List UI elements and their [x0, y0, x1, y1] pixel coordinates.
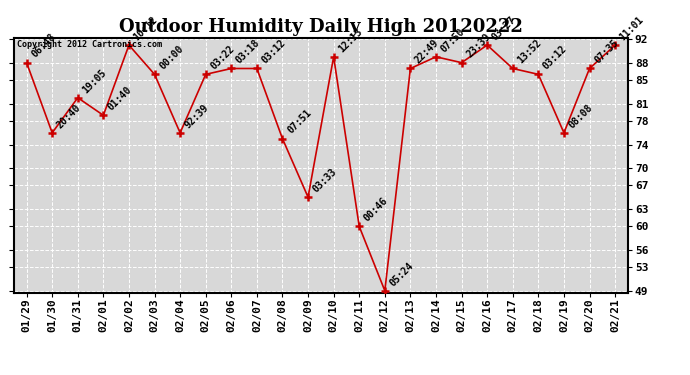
Text: 03:22: 03:22 [208, 44, 237, 72]
Text: 12:13: 12:13 [337, 26, 364, 54]
Text: 03:27: 03:27 [490, 15, 518, 42]
Text: 23:39: 23:39 [464, 32, 492, 60]
Text: 03:18: 03:18 [234, 38, 262, 66]
Text: 08:08: 08:08 [566, 102, 595, 130]
Text: 03:12: 03:12 [541, 44, 569, 72]
Text: 92:39: 92:39 [183, 102, 210, 130]
Text: 03:33: 03:33 [310, 166, 339, 194]
Text: 19:05: 19:05 [81, 67, 108, 95]
Text: 00:00: 00:00 [157, 44, 185, 72]
Text: 07:51: 07:51 [285, 108, 313, 136]
Text: 13:52: 13:52 [515, 38, 544, 66]
Text: 07:50: 07:50 [439, 26, 466, 54]
Text: 10:12: 10:12 [132, 15, 159, 42]
Text: 20:40: 20:40 [55, 102, 83, 130]
Text: 05:24: 05:24 [388, 260, 415, 288]
Text: 00:46: 00:46 [362, 196, 390, 223]
Text: 03:12: 03:12 [259, 38, 288, 66]
Text: Copyright 2012 Cartronics.com: Copyright 2012 Cartronics.com [17, 40, 162, 49]
Text: 07:35: 07:35 [592, 38, 620, 66]
Text: 01:40: 01:40 [106, 85, 134, 112]
Title: Outdoor Humidity Daily High 20120222: Outdoor Humidity Daily High 20120222 [119, 18, 523, 36]
Text: 22:49: 22:49 [413, 38, 441, 66]
Text: 06:48: 06:48 [30, 32, 57, 60]
Text: 11:01: 11:01 [618, 15, 646, 42]
